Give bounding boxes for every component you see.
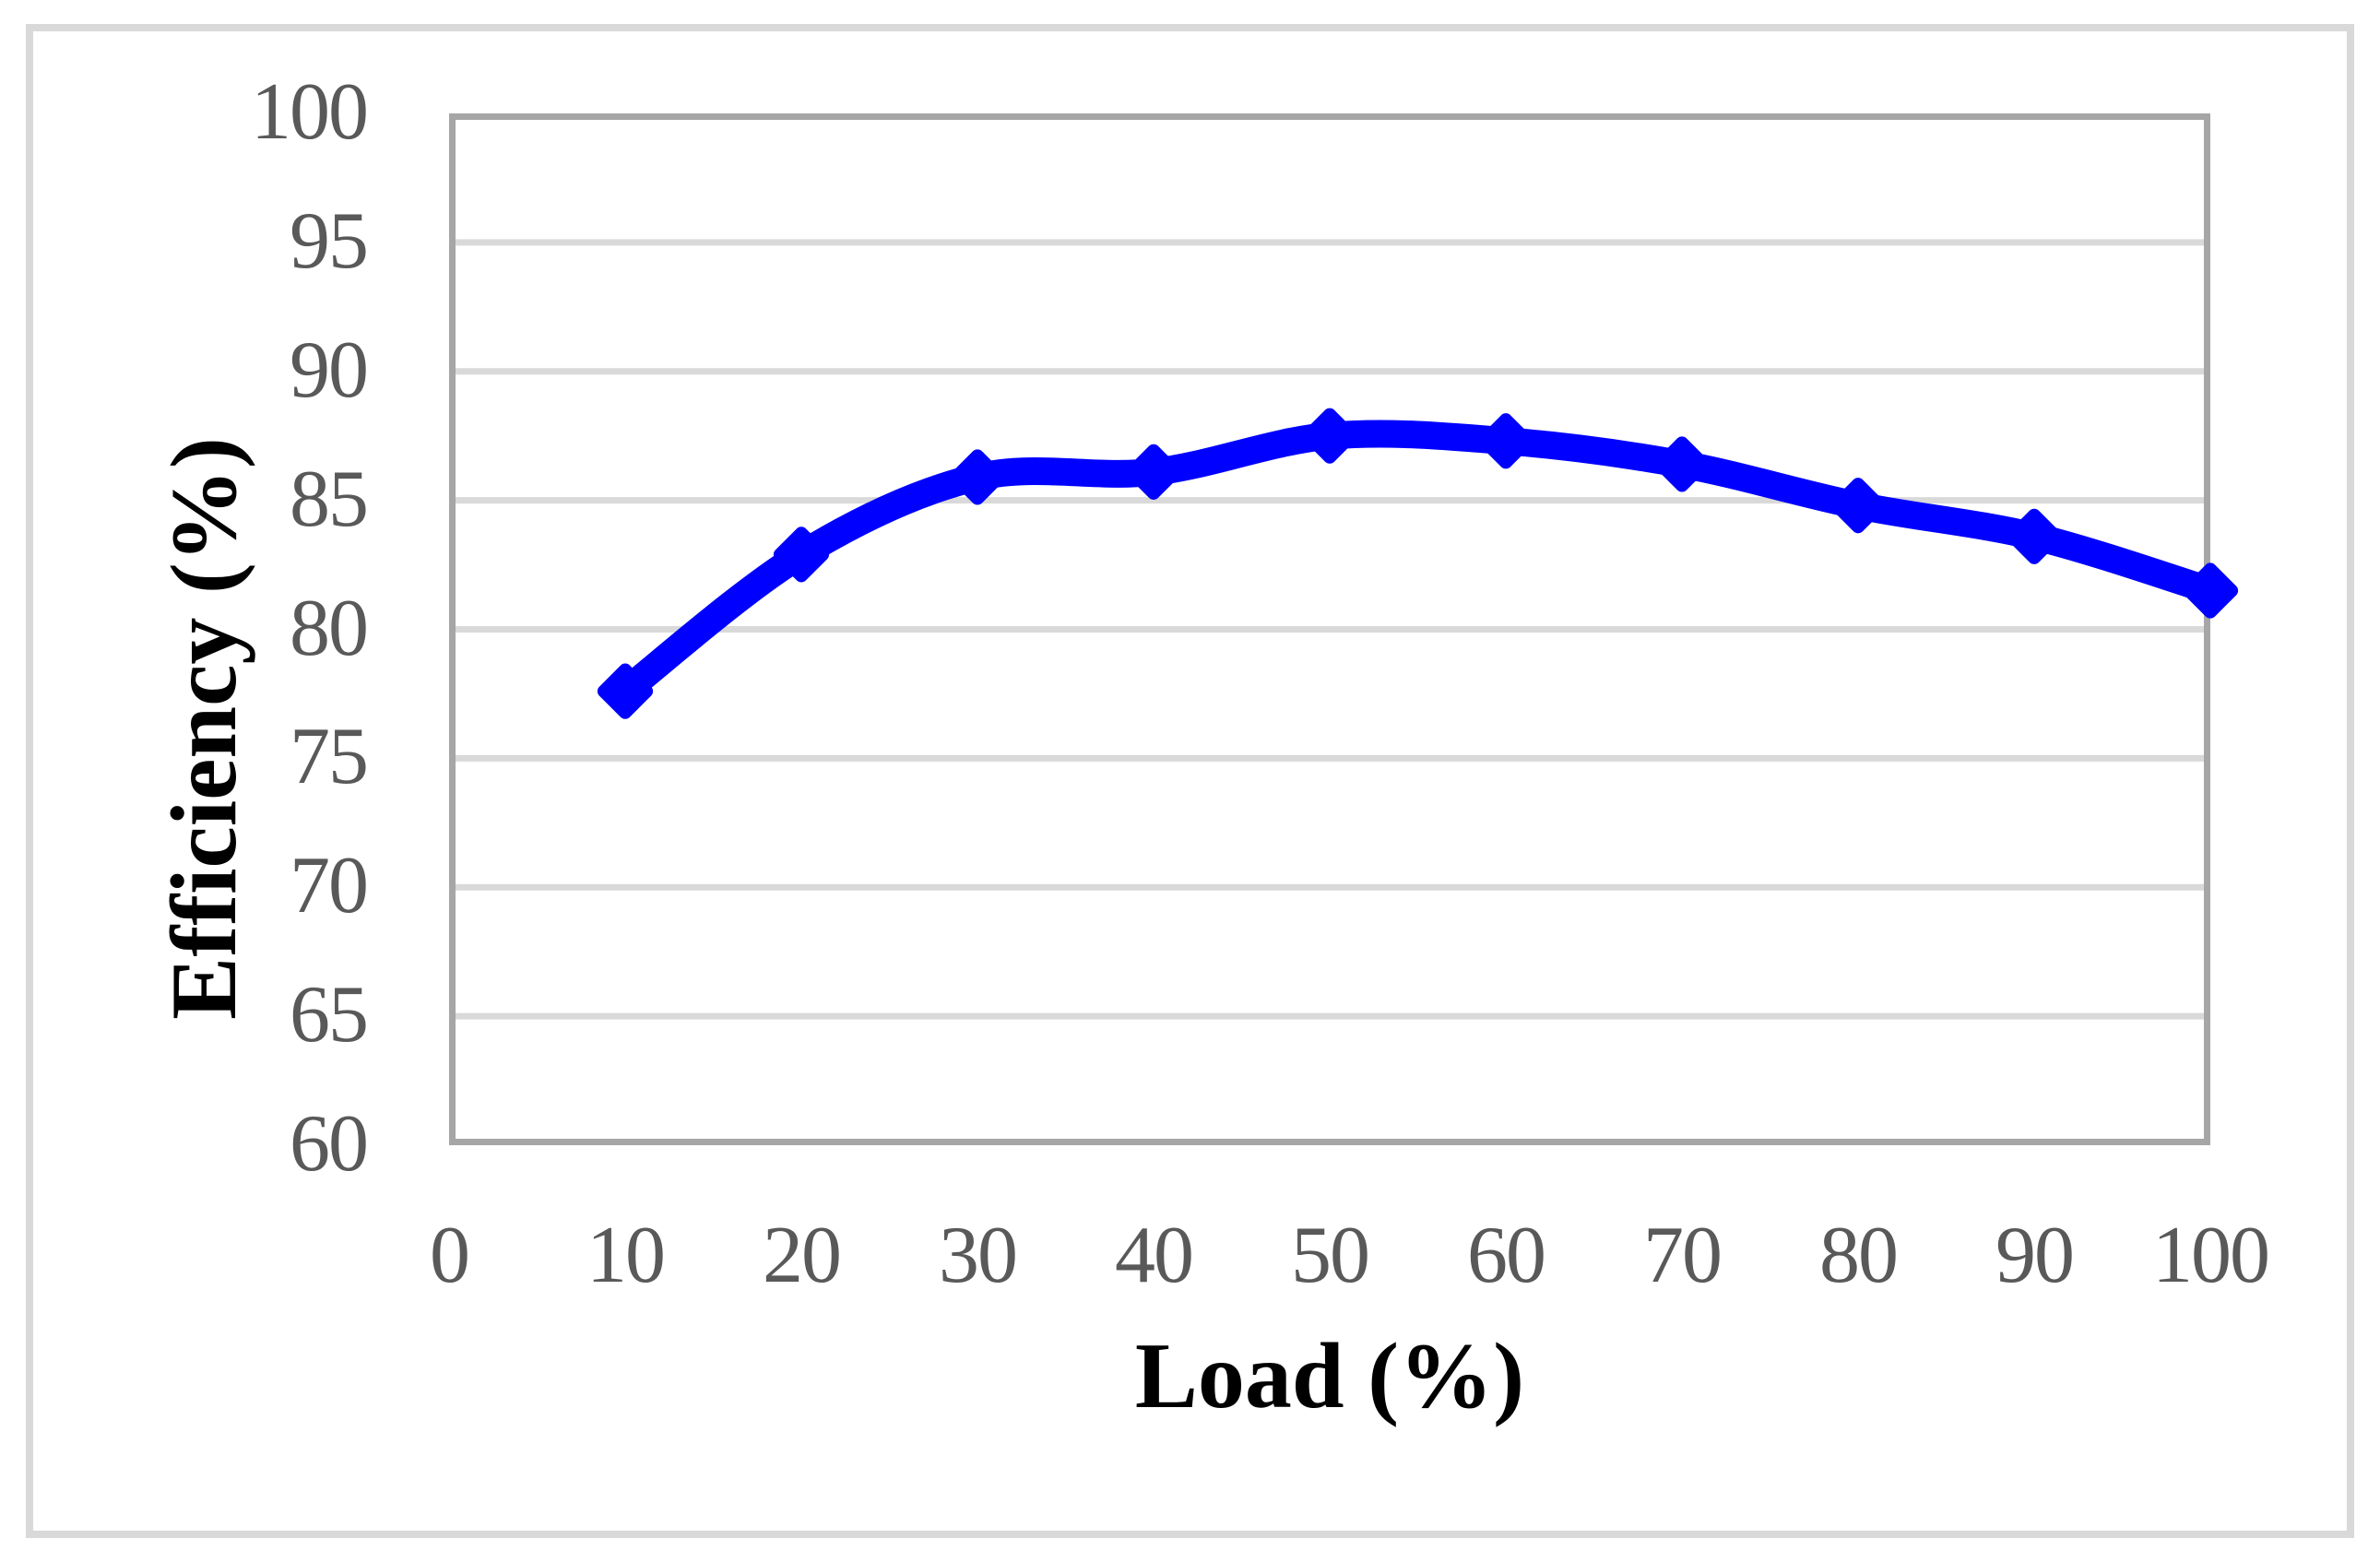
plot-area xyxy=(449,113,2239,1145)
x-tick-label: 50 xyxy=(1291,1211,1370,1300)
data-point-marker xyxy=(597,663,654,719)
y-tick-label: 60 xyxy=(290,1099,369,1189)
data-point-marker xyxy=(773,527,830,583)
x-tick-label: 30 xyxy=(939,1211,1018,1300)
y-tick-label: 100 xyxy=(251,67,369,157)
x-tick-label: 10 xyxy=(586,1211,666,1300)
y-tick-label: 70 xyxy=(290,841,369,931)
efficiency-series-line xyxy=(611,420,2224,705)
y-tick-label: 75 xyxy=(290,712,369,802)
x-axis-title: Load (%) xyxy=(1134,1324,1525,1428)
data-point-marker xyxy=(949,449,1006,505)
x-tick-label: 20 xyxy=(763,1211,842,1300)
data-point-marker xyxy=(1301,408,1358,464)
data-point-marker xyxy=(1125,444,1182,500)
figure-border xyxy=(26,24,2354,1538)
data-point-marker xyxy=(1829,478,1887,534)
y-tick-label: 95 xyxy=(290,195,369,286)
x-tick-label: 70 xyxy=(1643,1211,1723,1300)
x-tick-label: 60 xyxy=(1467,1211,1546,1300)
y-tick-label: 90 xyxy=(290,325,369,415)
y-tick-label: 65 xyxy=(290,970,369,1060)
x-tick-label: 90 xyxy=(1995,1211,2075,1300)
gridlines xyxy=(449,239,2210,1020)
data-point-marker xyxy=(1653,436,1711,492)
x-tick-label: 80 xyxy=(1819,1211,1899,1300)
y-tick-label: 80 xyxy=(290,583,369,673)
x-tick-label: 40 xyxy=(1115,1211,1194,1300)
data-point-marker xyxy=(2006,508,2063,564)
data-point-marker xyxy=(1477,413,1534,469)
data-point-marker xyxy=(2182,562,2239,619)
x-tick-label: 100 xyxy=(2152,1211,2270,1300)
plot-border xyxy=(449,113,2210,1145)
y-tick-label: 85 xyxy=(290,454,369,544)
series-markers xyxy=(597,408,2239,719)
x-tick-label: 0 xyxy=(430,1211,470,1300)
